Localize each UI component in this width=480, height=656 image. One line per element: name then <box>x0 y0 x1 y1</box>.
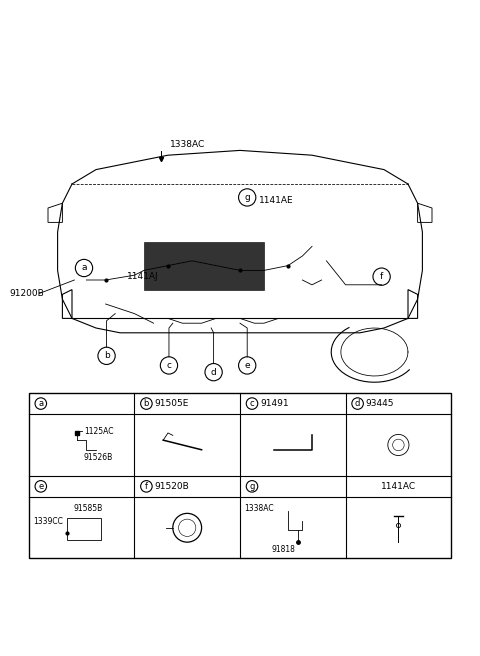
Text: e: e <box>244 361 250 370</box>
Text: 93445: 93445 <box>366 399 394 408</box>
Text: 1338AC: 1338AC <box>244 504 274 512</box>
Text: 1339CC: 1339CC <box>33 517 63 526</box>
Text: c: c <box>250 399 254 408</box>
Text: g: g <box>244 193 250 202</box>
Text: g: g <box>249 482 255 491</box>
Text: f: f <box>145 482 148 491</box>
Bar <box>29 393 451 558</box>
Text: b: b <box>144 399 149 408</box>
Text: 91818: 91818 <box>272 544 296 554</box>
Text: 91526B: 91526B <box>84 453 113 462</box>
Text: 1338AC: 1338AC <box>170 140 205 149</box>
Text: 91520B: 91520B <box>155 482 189 491</box>
Text: c: c <box>167 361 171 370</box>
Text: 91585B: 91585B <box>73 504 102 512</box>
Text: 91491: 91491 <box>260 399 289 408</box>
Text: d: d <box>355 399 360 408</box>
Text: 91200B: 91200B <box>10 289 44 298</box>
Text: 91505E: 91505E <box>155 399 189 408</box>
Text: 1125AC: 1125AC <box>84 427 113 436</box>
Text: f: f <box>380 272 383 281</box>
Text: b: b <box>104 352 109 360</box>
Text: d: d <box>211 367 216 377</box>
Text: a: a <box>38 399 43 408</box>
Text: e: e <box>38 482 43 491</box>
Text: a: a <box>81 264 87 272</box>
Text: 1141AC: 1141AC <box>381 482 416 491</box>
Bar <box>67 518 101 540</box>
Polygon shape <box>144 241 264 289</box>
Text: 1141AE: 1141AE <box>259 196 294 205</box>
Text: 1141AJ: 1141AJ <box>127 272 159 281</box>
